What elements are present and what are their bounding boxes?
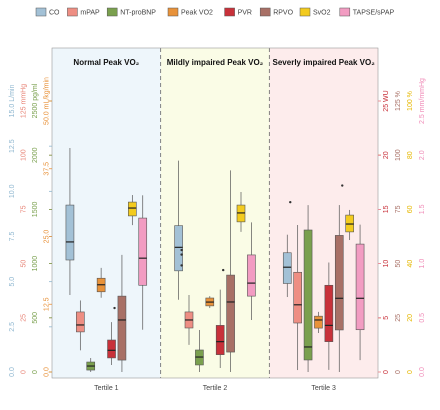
axis-tick-label: 75 [20, 205, 27, 213]
outlier [180, 248, 183, 252]
box [355, 243, 365, 331]
axis-tick-label: 125 % [395, 91, 402, 111]
axis-tick-label: 37.5 [43, 162, 50, 176]
legend-label: CO [49, 9, 60, 16]
axis-tick-label: 1.5 [419, 204, 426, 214]
legend-swatch [299, 7, 311, 17]
box [174, 225, 183, 272]
axis-tick-label: 50.0 mL/kg/min [43, 77, 50, 125]
outlier [180, 264, 183, 267]
axis-tick-label: 2.5 mm/mmHg [419, 78, 426, 124]
legend-swatch [339, 7, 351, 17]
box [76, 311, 85, 333]
axis-tick-label: 25 [20, 314, 27, 322]
axis-tick-label: 100 % [407, 91, 414, 111]
box [215, 325, 225, 355]
axis-tick-label: 1500 [32, 202, 39, 218]
legend-label: PVR [238, 9, 252, 16]
axis-tick-label: 60 [407, 205, 414, 213]
legend-swatch [259, 7, 271, 17]
axis-tick-label: 12.5 [43, 297, 50, 311]
outlier [180, 253, 183, 256]
axis-tick-label: 500 [32, 312, 39, 324]
axis-tick-label: 0.0 [43, 367, 50, 377]
box [107, 339, 116, 359]
axis-tick-label: 15.0 L/min [9, 85, 16, 118]
box [128, 201, 137, 217]
legend-label: TAPSE/sPAP [353, 9, 395, 16]
legend-swatch [35, 7, 47, 17]
box [324, 284, 334, 342]
axis-tick-label: 25.0 [43, 230, 50, 244]
x-tick-label: Tertile 2 [203, 385, 228, 392]
axis-tick-label: 0.5 [419, 313, 426, 323]
box [226, 274, 235, 353]
axis-tick-label: 0 [395, 370, 402, 374]
axis-tick-label: 50 [20, 260, 27, 268]
legend-label: SvO2 [313, 9, 331, 16]
box [117, 295, 127, 361]
panel-label: Normal Peak VO₂ [73, 58, 139, 67]
plot-frame [51, 47, 379, 379]
legend-swatch [106, 7, 118, 17]
axis-tick-label: 5 [383, 316, 390, 320]
legend-label: Peak VO2 [181, 9, 213, 16]
outlier [341, 184, 344, 187]
axis-tick-label: 5.0 [9, 277, 16, 287]
axis-tick-label: 7.5 [9, 232, 16, 242]
axis-tick-label: 15 [383, 205, 390, 213]
outlier [222, 268, 225, 272]
legend-label: RPVO [273, 9, 293, 16]
axis-tick-label: 0 [383, 370, 390, 374]
axis-tick-label: 50 [395, 260, 402, 268]
panel-background [160, 48, 270, 378]
axis-tick-label: 80 [407, 151, 414, 159]
panel-label: Severly impaired Peak VO₂ [273, 58, 376, 67]
axis-tick-label: 75 [395, 205, 402, 213]
axis-tick-label: 1.0 [419, 259, 426, 269]
x-tick-label: Tertile 3 [311, 385, 336, 392]
panel-label: Mildly impaired Peak VO₂ [167, 58, 264, 67]
axis-tick-label: 40 [407, 260, 414, 268]
axis-tick-label: 25 [395, 314, 402, 322]
axis-tick-label: 10 [383, 260, 390, 268]
axis-tick-label: 10.0 [9, 184, 16, 198]
box [293, 271, 302, 324]
box [334, 235, 344, 331]
axis-tick-label: 100 [20, 149, 27, 161]
legend-label: NT-proBNP [120, 9, 156, 16]
axis-tick-label: 0 [32, 370, 39, 374]
box [314, 315, 323, 329]
box [303, 229, 313, 361]
outlier [113, 306, 116, 310]
box [65, 204, 75, 261]
axis-tick-label: 0.0 [419, 367, 426, 377]
box [247, 254, 256, 297]
axis-tick-label: 100 [395, 149, 402, 161]
outlier [289, 200, 292, 204]
axis-tick-label: 2.0 [419, 150, 426, 160]
axis-tick-label: 0.0 [9, 367, 16, 377]
axis-tick-label: 1000 [32, 256, 39, 272]
box [282, 252, 292, 284]
legend-label: mPAP [80, 9, 100, 16]
axis-tick-label: 125 mmHg [20, 84, 27, 118]
axis-tick-label: 0 [407, 370, 414, 374]
legend-swatch [224, 7, 235, 17]
axis-tick-label: 2.5 [9, 322, 16, 332]
legend-swatch [167, 7, 179, 17]
box [138, 217, 148, 286]
axis-tick-label: 25 WU [383, 90, 390, 111]
axis-tick-label: 20 [383, 151, 390, 159]
x-tick-label: Tertile 1 [94, 385, 119, 392]
axis-tick-label: 2000 [32, 147, 39, 163]
axis-tick-label: 0 [20, 370, 27, 374]
legend-swatch [67, 7, 78, 17]
axis-tick-label: 20 [407, 314, 414, 322]
axis-tick-label: 2500 pg/ml [32, 83, 39, 118]
axis-tick-label: 12.5 [9, 139, 16, 153]
